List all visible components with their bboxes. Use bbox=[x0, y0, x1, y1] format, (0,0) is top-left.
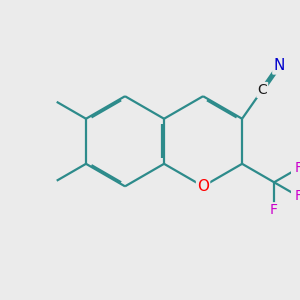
Text: F: F bbox=[294, 161, 300, 175]
Text: O: O bbox=[197, 179, 209, 194]
Text: F: F bbox=[294, 189, 300, 203]
Text: N: N bbox=[273, 58, 285, 74]
Text: F: F bbox=[270, 203, 278, 217]
Text: C: C bbox=[257, 83, 267, 97]
